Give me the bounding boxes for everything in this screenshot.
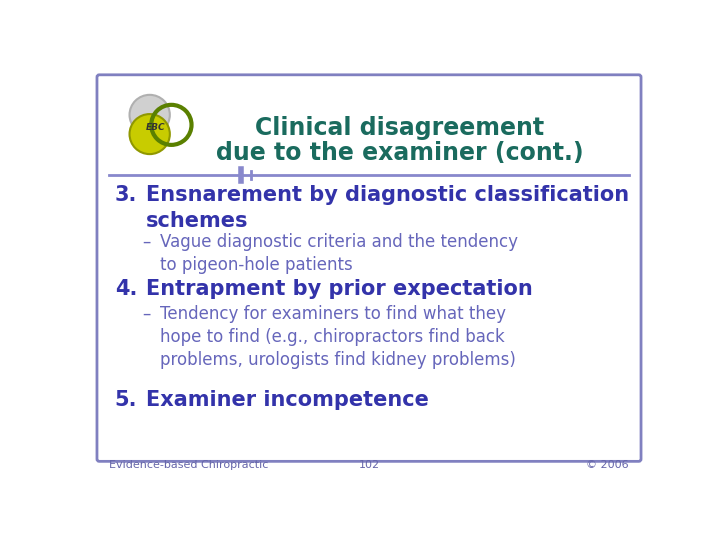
Text: Examiner incompetence: Examiner incompetence [145, 390, 428, 410]
Text: Tendency for examiners to find what they
hope to find (e.g., chiropractors find : Tendency for examiners to find what they… [160, 305, 516, 369]
Text: Vague diagnostic criteria and the tendency
to pigeon-hole patients: Vague diagnostic criteria and the tenden… [160, 233, 518, 274]
Text: 102: 102 [359, 460, 379, 470]
Text: © 2006: © 2006 [586, 460, 629, 470]
FancyBboxPatch shape [97, 75, 641, 461]
Text: –: – [143, 305, 151, 323]
Text: Entrapment by prior expectation: Entrapment by prior expectation [145, 279, 533, 299]
Text: EBC: EBC [146, 124, 166, 132]
Text: Ensnarement by diagnostic classification
schemes: Ensnarement by diagnostic classification… [145, 185, 629, 231]
Circle shape [130, 95, 170, 135]
Text: 5.: 5. [114, 390, 138, 410]
Text: Clinical disagreement: Clinical disagreement [256, 116, 544, 140]
Text: 4.: 4. [114, 279, 138, 299]
Text: –: – [143, 233, 151, 251]
Text: due to the examiner (cont.): due to the examiner (cont.) [216, 141, 584, 165]
Text: Evidence-based Chiropractic: Evidence-based Chiropractic [109, 460, 269, 470]
Circle shape [130, 114, 170, 154]
Text: 3.: 3. [114, 185, 138, 205]
